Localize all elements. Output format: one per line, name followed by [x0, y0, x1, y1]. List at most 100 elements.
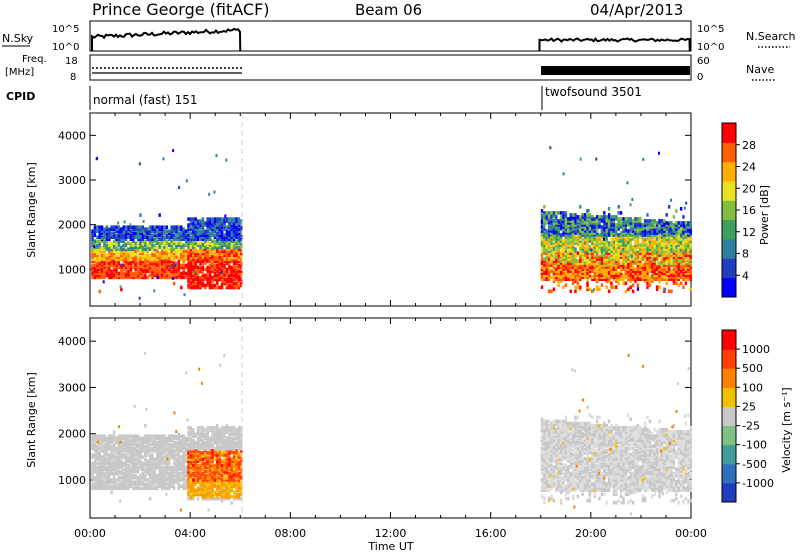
data-cell [571, 261, 575, 265]
data-cell [228, 496, 231, 501]
data-cell [586, 259, 589, 263]
data-cell [98, 457, 101, 461]
data-cell [153, 461, 157, 466]
data-cell [677, 241, 680, 245]
data-cell [117, 227, 121, 231]
data-cell [639, 225, 642, 229]
data-cell [648, 261, 652, 265]
data-cell [206, 221, 209, 225]
data-cell [132, 249, 135, 254]
data-cell [603, 227, 606, 231]
data-cell [139, 263, 142, 268]
data-cell [675, 263, 678, 267]
data-cell [93, 239, 97, 243]
data-cell [91, 446, 94, 451]
data-cell [158, 257, 161, 262]
data-cell [127, 271, 130, 276]
data-cell [124, 465, 128, 470]
data-cell [182, 436, 185, 441]
data-cell [220, 237, 224, 241]
data-cell [225, 267, 229, 272]
data-cell [115, 438, 118, 443]
data-cell [687, 225, 690, 229]
data-cell [675, 275, 678, 279]
data-cell [213, 446, 217, 451]
data-cell [547, 247, 551, 251]
data-cell [612, 217, 616, 221]
data-cell [667, 227, 671, 231]
data-cell [629, 217, 632, 221]
data-cell [201, 281, 205, 286]
data-cell [206, 444, 209, 449]
data-cell [124, 471, 128, 476]
data-cell [562, 253, 565, 257]
data-cell [177, 259, 181, 264]
data-cell [120, 444, 123, 449]
data-cell [581, 251, 584, 255]
data-cell [651, 279, 654, 283]
data-cell [607, 213, 611, 217]
data-cell [603, 225, 606, 229]
data-cell [216, 432, 219, 436]
data-cell [199, 241, 202, 245]
data-cell [615, 279, 618, 283]
data-cell [665, 265, 668, 269]
data-cell [216, 440, 219, 445]
data-cell [230, 221, 233, 225]
data-cell [684, 277, 688, 281]
data-cell [115, 478, 118, 482]
data-cell [583, 219, 587, 223]
data-cell [564, 253, 568, 257]
data-cell [139, 271, 142, 276]
data-cell [607, 269, 611, 273]
data-cell [158, 237, 161, 241]
data-cell [540, 271, 544, 275]
data-cell [213, 471, 217, 476]
data-cell [192, 451, 195, 455]
data-cell [550, 257, 553, 261]
data-cell [670, 223, 673, 227]
data-cell [194, 465, 197, 470]
data-cell [112, 259, 116, 264]
data-cell [581, 257, 584, 261]
data-cell [194, 249, 197, 254]
data-cell [643, 235, 647, 239]
data-cell [574, 227, 577, 231]
data-cell [583, 229, 587, 233]
data-cell [555, 221, 558, 225]
data-cell [646, 241, 649, 245]
data-cell [213, 463, 217, 468]
data-cell [237, 223, 241, 227]
data-cell [213, 245, 217, 250]
data-cell [177, 467, 181, 472]
data-cell [547, 253, 551, 257]
data-cell [555, 251, 558, 255]
data-cell [194, 235, 197, 239]
data-cell [144, 261, 147, 266]
data-cell [189, 243, 193, 248]
data-cell [545, 231, 548, 235]
data-cell [156, 263, 159, 268]
data-cell [237, 285, 241, 290]
data-cell [230, 442, 233, 447]
data-cell [160, 451, 164, 455]
data-cell [643, 247, 647, 251]
data-cell [158, 455, 161, 459]
data-cell [651, 243, 654, 247]
data-cell [646, 281, 649, 285]
data-cell [574, 215, 577, 219]
data-cell [634, 241, 637, 245]
data-cell [569, 245, 572, 249]
data-cell [156, 271, 159, 276]
data-cell [225, 488, 229, 493]
data-cell [679, 261, 683, 265]
data-cell [600, 255, 604, 259]
data-cell [687, 269, 690, 273]
data-cell [93, 459, 97, 463]
data-cell [617, 223, 620, 227]
data-cell [180, 253, 183, 258]
data-cell [557, 243, 560, 247]
data-cell [182, 484, 185, 488]
data-cell [216, 469, 219, 474]
data-cell [595, 225, 599, 229]
